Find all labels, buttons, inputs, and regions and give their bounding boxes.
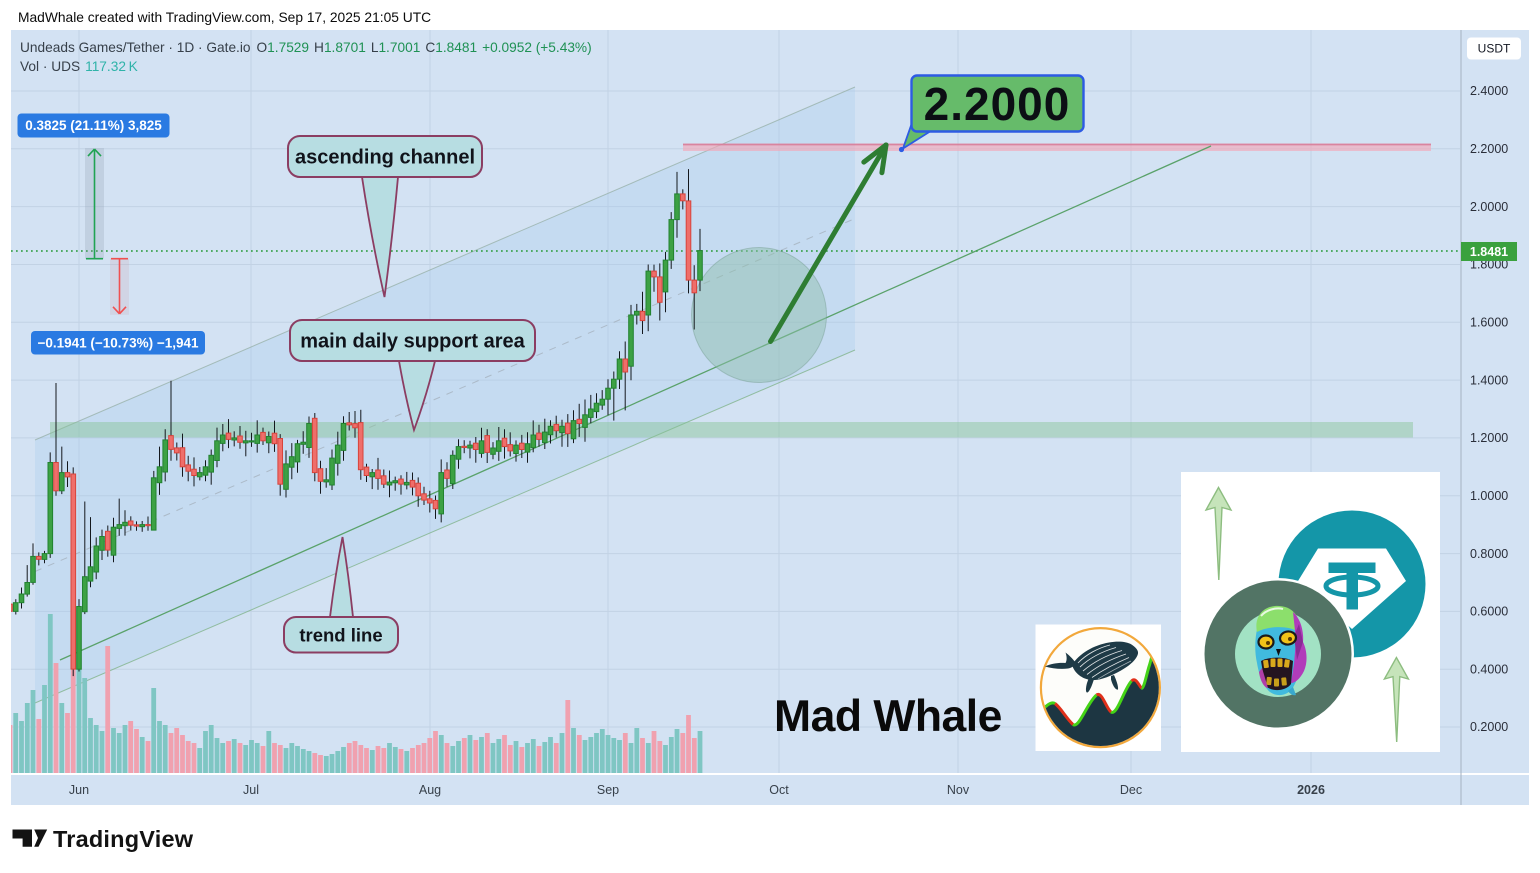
svg-text:Undeads Games/Tether · 1D · Ga: Undeads Games/Tether · 1D · Gate.io O1.75… [20, 40, 592, 55]
svg-text:TradingView: TradingView [53, 826, 194, 852]
svg-text:1.4000: 1.4000 [1470, 373, 1508, 387]
svg-text:Aug: Aug [419, 783, 441, 797]
svg-text:2.2000: 2.2000 [1470, 142, 1508, 156]
svg-text:−0.1941 (−10.73%) −1,941: −0.1941 (−10.73%) −1,941 [37, 336, 198, 351]
svg-text:Jul: Jul [243, 783, 259, 797]
svg-text:Nov: Nov [947, 783, 970, 797]
svg-text:1.8481: 1.8481 [1470, 245, 1508, 259]
svg-text:1.6000: 1.6000 [1470, 316, 1508, 330]
svg-text:Mad Whale: Mad Whale [774, 692, 1002, 741]
svg-text:0.2000: 0.2000 [1470, 720, 1508, 734]
svg-text:USDT: USDT [1478, 42, 1511, 56]
svg-text:Jun: Jun [69, 783, 89, 797]
svg-text:1.8000: 1.8000 [1470, 258, 1508, 272]
svg-text:2.4000: 2.4000 [1470, 84, 1508, 98]
svg-text:0.6000: 0.6000 [1470, 605, 1508, 619]
svg-text:Dec: Dec [1120, 783, 1142, 797]
svg-text:1.2000: 1.2000 [1470, 431, 1508, 445]
svg-text:0.8000: 0.8000 [1470, 547, 1508, 561]
svg-text:Oct: Oct [769, 783, 789, 797]
svg-text:1.0000: 1.0000 [1470, 489, 1508, 503]
svg-text:Sep: Sep [597, 783, 619, 797]
svg-text:0.4000: 0.4000 [1470, 662, 1508, 676]
svg-text:2.2000: 2.2000 [924, 78, 1071, 130]
svg-text:0.3825 (21.11%) 3,825: 0.3825 (21.11%) 3,825 [25, 118, 162, 133]
svg-text:trend line: trend line [299, 624, 382, 645]
svg-text:2026: 2026 [1297, 783, 1325, 797]
svg-text:2.0000: 2.0000 [1470, 200, 1508, 214]
svg-text:MadWhale created with TradingV: MadWhale created with TradingView.com, S… [18, 10, 431, 25]
svg-text:main daily support area: main daily support area [300, 331, 525, 353]
svg-text:ascending channel: ascending channel [295, 147, 475, 169]
